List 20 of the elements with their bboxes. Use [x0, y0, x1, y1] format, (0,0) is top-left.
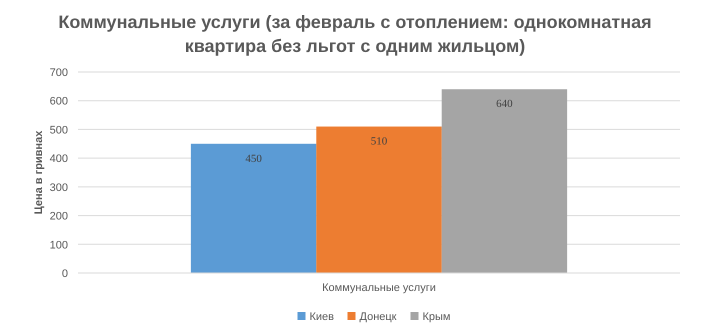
bar: [316, 126, 442, 273]
y-tick-label: 100: [50, 239, 68, 252]
bar: [442, 89, 568, 273]
y-tick-label: 500: [50, 124, 68, 136]
x-tick-label: Коммунальные услуги: [322, 282, 436, 294]
bar: [190, 144, 316, 273]
y-tick-label: 200: [50, 210, 68, 223]
y-tick-label: 700: [50, 67, 68, 79]
data-label: 450: [245, 152, 262, 165]
legend-label: Донецк: [360, 311, 397, 323]
legend-label: Киев: [310, 311, 334, 323]
y-tick-label: 0: [62, 268, 68, 280]
y-tick-label: 400: [50, 153, 68, 166]
chart-title: Коммунальные услуги (за февраль с отоплением: однокомнатная квартира без льгот с одним жильцом): [58, 12, 652, 56]
y-tick-label: 300: [50, 182, 68, 194]
data-label: 640: [496, 98, 514, 110]
data-label: 510: [370, 136, 388, 148]
y-axis-title: Цена в гривнах: [33, 130, 45, 214]
y-tick-label: 600: [50, 96, 68, 108]
legend-label: Крым: [422, 311, 450, 323]
